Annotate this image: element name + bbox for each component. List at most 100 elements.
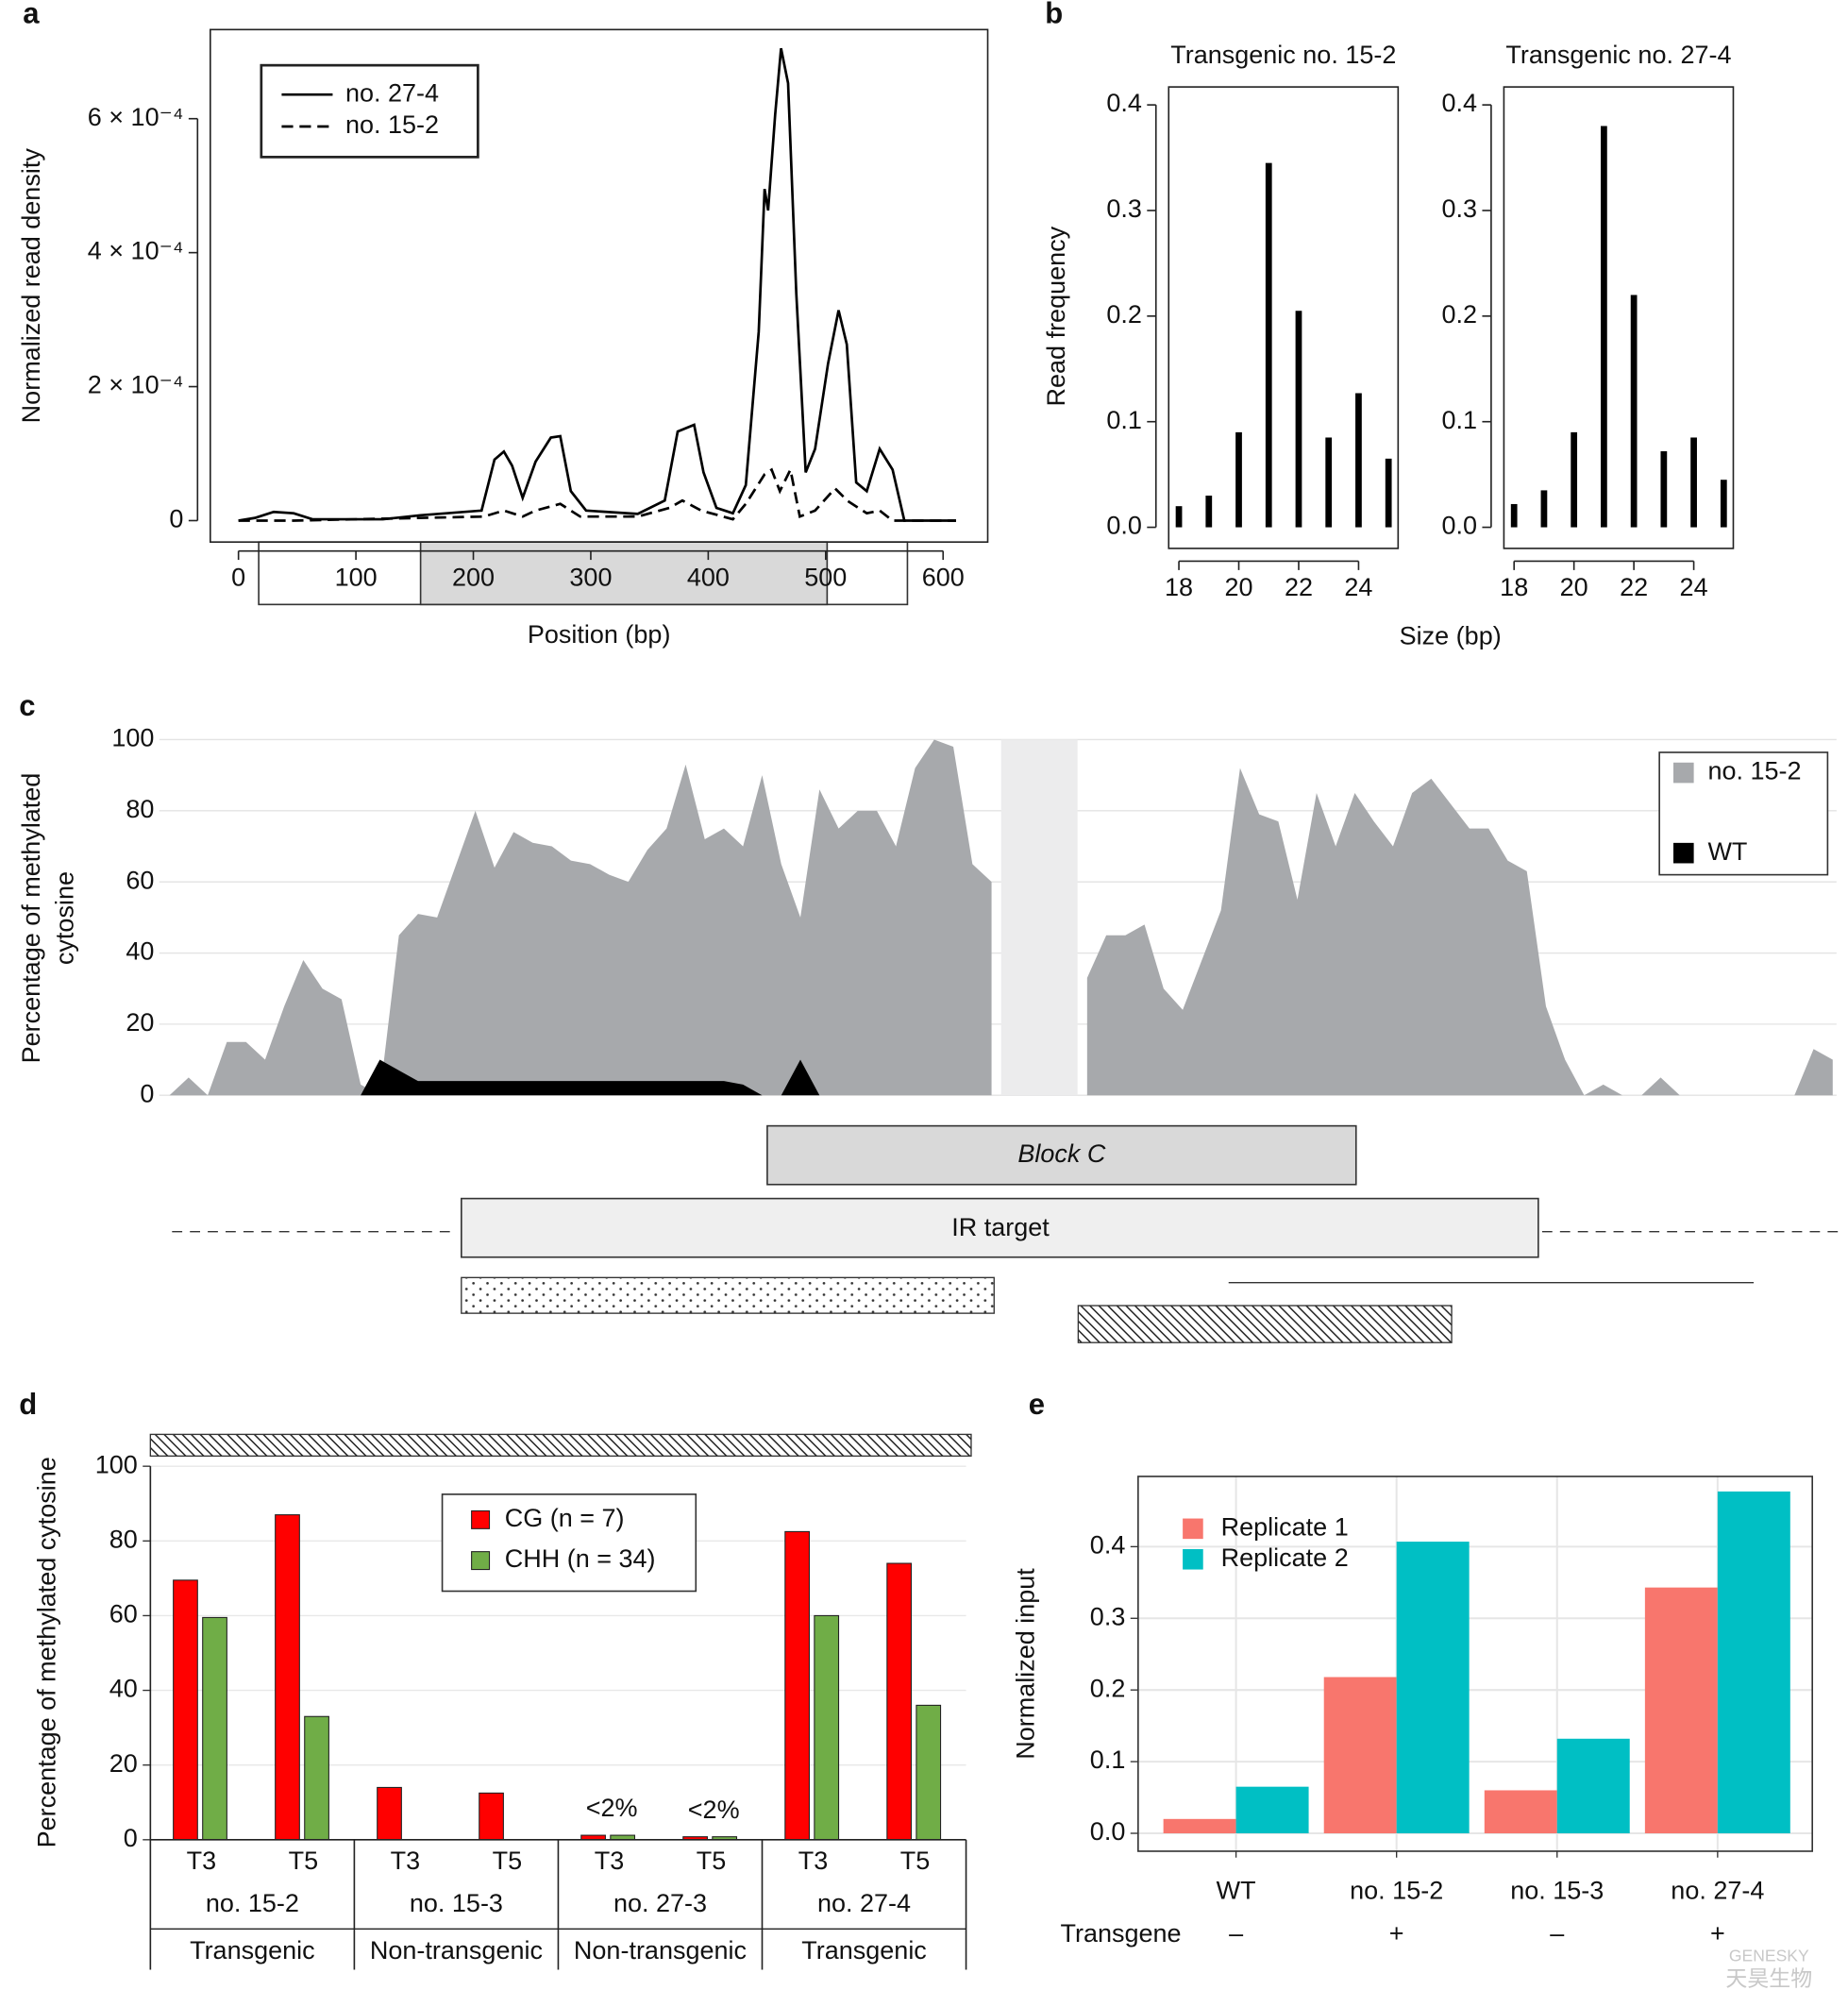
legend-label: no. 27-4 [345,78,439,107]
x-tick-label: 24 [1344,573,1372,601]
bar [886,1562,913,1841]
bar [1540,490,1548,528]
panel-letter: b [1045,0,1063,30]
x-tick-label: 22 [1285,573,1313,601]
group-kind: Non-transgenic [370,1936,543,1965]
hatched-region [1077,1305,1453,1343]
x-tick-label: 300 [569,563,612,591]
bar [1720,480,1727,528]
x-tick-label: T5 [900,1847,931,1875]
y-tick-label: 0.4 [1442,89,1478,117]
bar [1690,437,1697,528]
x-tick-label: T3 [798,1847,829,1875]
panel-border [1137,1476,1814,1852]
line-series [238,465,956,522]
x-tick-label: T3 [391,1847,421,1875]
bar [1660,451,1668,528]
schematic-c: Block C IR target [172,1124,1840,1343]
y-tick-label: 0.3 [1106,194,1142,223]
legend-label: CHH (n = 34) [505,1544,656,1573]
chart-title: Transgenic no. 27-4 [1505,41,1731,69]
group-kind: Non-transgenic [574,1936,747,1965]
row-label: Transgene [1060,1919,1181,1948]
x-tick-label: 0 [231,563,245,591]
row-value: – [1229,1919,1243,1948]
target-box [461,1197,1539,1258]
bar [1510,503,1518,528]
y-tick-label: 0.2 [1106,300,1142,329]
row-value: + [1710,1919,1725,1948]
y-tick-label: 0.2 [1090,1674,1126,1702]
area-series [169,1059,1833,1096]
panel-letter: a [23,0,40,30]
x-axis-label: Position (bp) [528,620,671,649]
legend-label: Replicate 2 [1221,1543,1349,1572]
y-axis-label: cytosine [50,871,78,965]
group-label: no. 27-4 [817,1889,911,1917]
hatched-region [149,1433,972,1458]
bar [1717,1491,1790,1834]
bar [1175,506,1183,528]
y-tick-label: 0.4 [1090,1530,1126,1559]
y-tick-label: 6 × 10⁻⁴ [88,103,184,131]
bar [1325,437,1333,528]
legend-swatch [1673,762,1694,784]
y-tick-label: 0.1 [1106,406,1142,434]
x-tick-label: T5 [697,1847,727,1875]
x-tick-label: 600 [922,563,965,591]
x-tick-label: T3 [595,1847,625,1875]
bar [1601,126,1607,528]
dotted-region [461,1276,995,1314]
x-tick-label: WT [1217,1876,1256,1904]
legend-label: Replicate 1 [1221,1512,1349,1541]
y-tick-label: 0.0 [1442,512,1478,540]
y-tick-label: 0 [124,1824,138,1852]
y-tick-label: 0 [169,505,183,533]
x-tick-label: 100 [335,563,378,591]
line-series [238,47,956,522]
y-tick-label: 0.3 [1090,1602,1126,1630]
bar [1385,458,1392,528]
y-axis-label: Percentage of methylated [17,773,45,1064]
y-tick-label: 40 [126,937,154,966]
bar [1396,1542,1470,1834]
bar [1484,1790,1557,1834]
x-tick-label: no. 15-2 [1350,1876,1443,1904]
y-tick-label: 0.0 [1090,1817,1126,1846]
bar [479,1792,504,1841]
y-tick-label: 20 [126,1008,154,1037]
watermark: 天昊生物 [1725,1965,1812,1990]
legend-swatch [1183,1518,1203,1540]
x-tick-label: 18 [1165,573,1193,601]
legend-label: WT [1707,837,1747,866]
y-tick-label: 80 [126,795,154,823]
x-tick-label: 200 [452,563,495,591]
bar [1644,1587,1718,1834]
x-tick-label: no. 27-4 [1671,1876,1764,1904]
schematic-a [258,541,909,606]
panel-letter: e [1029,1388,1045,1421]
legend-swatch [1183,1548,1203,1570]
legend-box [260,63,479,159]
legend-label: CG (n = 7) [505,1504,625,1532]
target-label: IR target [951,1213,1050,1241]
group-label: no. 15-3 [410,1889,503,1917]
value-label: <2% [586,1794,638,1822]
x-tick-label: T3 [187,1847,217,1875]
watermark: GENESKY [1729,1947,1809,1965]
y-axis-label: Normalized read density [17,148,45,424]
group-label: no. 27-3 [613,1889,707,1917]
legend-label: no. 15-2 [1707,757,1801,785]
y-tick-label: 40 [109,1675,138,1703]
x-axis-label: Size (bp) [1400,622,1502,650]
area-series [169,739,1833,1096]
bar [1556,1738,1630,1834]
bar [275,1514,300,1841]
plot-frame [1503,86,1735,549]
y-tick-label: 0.4 [1106,89,1142,117]
y-tick-label: 80 [109,1525,138,1553]
group-kind: Transgenic [801,1936,927,1965]
y-tick-label: 0 [140,1079,154,1107]
bar [1205,495,1213,528]
